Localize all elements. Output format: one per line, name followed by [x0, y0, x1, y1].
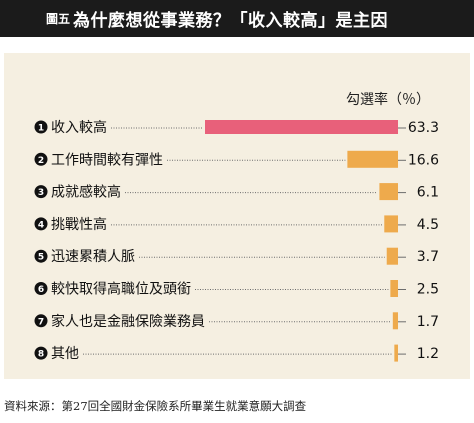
value-label: 6.1 [417, 185, 439, 201]
category-marker [34, 314, 48, 328]
value-label: 2.5 [417, 282, 439, 298]
category-marker-number: 8 [38, 350, 44, 360]
category-marker [34, 217, 48, 231]
category-marker-number: 7 [38, 317, 44, 327]
chart-title: 為什麼想從事業務？「收入較高」是主因 [73, 11, 389, 31]
category-marker-number: 3 [38, 188, 44, 198]
bar [347, 150, 398, 168]
category-label: 較快取得高職位及頭銜 [51, 281, 191, 298]
category-marker-number: 1 [38, 124, 44, 134]
value-label: 1.7 [417, 314, 439, 330]
value-label: 3.7 [417, 249, 439, 265]
category-label: 家人也是金融保險業務員 [51, 313, 205, 330]
figure-label: 圖五 [46, 12, 71, 26]
category-label: 工作時間較有彈性 [51, 152, 163, 168]
bar [384, 215, 398, 233]
category-label: 迅速累積人脈 [51, 249, 135, 265]
bar [394, 344, 398, 362]
bar [205, 120, 398, 134]
category-marker-number: 5 [38, 253, 44, 263]
category-marker-number: 4 [38, 220, 44, 230]
category-label: 其他 [51, 346, 79, 362]
bar [390, 280, 398, 297]
category-marker [34, 120, 48, 134]
category-marker [34, 249, 48, 263]
chart-header: 圖五 為什麼想從事業務？「收入較高」是主因 [0, 0, 474, 37]
category-marker [34, 152, 48, 166]
unit-label: 勾選率（％） [346, 91, 430, 108]
value-label: 16.6 [408, 152, 439, 168]
bar [392, 312, 398, 330]
source-note: 資料來源：第27回全國財金保險系所畢業生就業意願大調查 [4, 399, 307, 413]
category-marker [34, 346, 48, 360]
category-marker-number: 6 [38, 285, 44, 295]
value-label: 4.5 [417, 217, 439, 233]
category-label: 收入較高 [51, 119, 107, 136]
bar [386, 247, 398, 265]
category-label: 挑戰性高 [51, 216, 107, 233]
value-label: 63.3 [408, 120, 439, 136]
category-marker-number: 2 [38, 156, 44, 166]
category-marker [34, 185, 48, 199]
value-label: 1.2 [417, 346, 439, 362]
bar [379, 183, 398, 201]
category-marker [34, 282, 48, 295]
category-label: 成就感較高 [51, 184, 121, 201]
